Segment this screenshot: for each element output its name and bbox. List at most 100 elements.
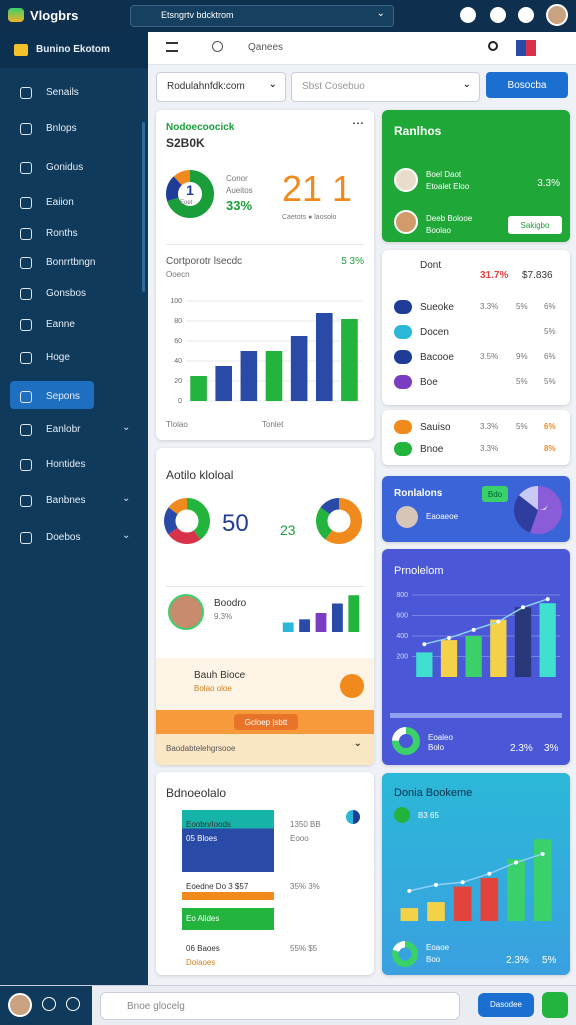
bar <box>190 376 207 401</box>
note: Dolaoes <box>186 958 216 967</box>
donut-center: 1 <box>186 182 194 198</box>
bar <box>215 366 233 401</box>
person-stat: 9.3% <box>214 612 233 621</box>
nav-item[interactable]: Bnlops <box>46 123 77 134</box>
icon-button[interactable] <box>42 997 56 1011</box>
pill-label: Bdo <box>487 490 503 499</box>
divider <box>166 244 364 245</box>
promo <box>156 658 374 710</box>
nav-item[interactable]: Senails <box>46 87 79 98</box>
chat-icon[interactable] <box>212 41 223 52</box>
person-name: Eaoaeoe <box>426 512 459 521</box>
stat-label: Aueitos <box>226 186 253 195</box>
nav-item[interactable]: Gonidus <box>46 162 84 173</box>
row-value: Eooo <box>290 834 309 843</box>
icon-button[interactable] <box>66 997 80 1011</box>
nav-item[interactable]: Hontides <box>46 459 86 470</box>
icon <box>394 807 410 823</box>
block <box>182 892 274 900</box>
icon-button[interactable] <box>518 7 534 23</box>
nav-icon <box>20 352 32 364</box>
nav-icon <box>20 197 32 209</box>
flag[interactable] <box>516 40 536 56</box>
select[interactable]: Sbst Cosebuo ⌄ <box>291 72 480 102</box>
donut-chart <box>392 727 420 755</box>
avatar[interactable] <box>8 993 32 1017</box>
top-bar: Vlogbrs Etsngrtv bdcktrom ⌄ <box>0 0 576 32</box>
line-point <box>407 888 412 893</box>
row-label: Eo Alides <box>186 914 220 923</box>
row-cell: 6% <box>544 422 556 431</box>
row-icon <box>394 350 412 364</box>
active-item[interactable] <box>10 381 94 409</box>
scrollbar[interactable] <box>142 122 145 292</box>
row-cell: 5% <box>516 422 528 431</box>
nav-item[interactable]: Banbnes <box>46 495 86 506</box>
donut-segment <box>166 170 214 218</box>
button-label: Gcloep |sbtt <box>244 718 288 727</box>
nav-icon <box>20 495 32 507</box>
primary-button[interactable]: Dasodee <box>478 993 534 1017</box>
more-button[interactable]: ⋯ <box>352 116 364 130</box>
donut-sub: Eoet <box>180 200 193 206</box>
donut-segment <box>164 498 210 544</box>
search-icon[interactable] <box>488 41 498 51</box>
bar <box>341 319 358 401</box>
nav-icon <box>20 257 32 269</box>
row-cell: 3.5% <box>480 352 499 361</box>
donut-segment <box>164 498 210 544</box>
nav-item[interactable]: Eanne <box>46 319 75 330</box>
chevron[interactable]: ⌄ <box>353 738 362 749</box>
banner-button[interactable]: Gcloep |sbtt <box>234 714 298 730</box>
address-bar[interactable]: Etsngrtv bdcktrom ⌄ <box>130 5 394 27</box>
row-cell: 3.3% <box>480 302 499 311</box>
select[interactable]: Rodulahnfdk:com ⌄ <box>156 72 286 102</box>
nav-item[interactable]: Doebos <box>46 532 81 543</box>
avatar[interactable] <box>546 4 568 26</box>
pie-slice <box>514 486 562 534</box>
row-cell: 8% <box>544 444 556 453</box>
foot-sub: Bolo <box>428 743 445 752</box>
section-sub: Ooecn <box>166 270 190 279</box>
icon-button[interactable] <box>490 7 506 23</box>
line-point <box>434 882 438 887</box>
block <box>182 936 274 956</box>
chevron[interactable]: ⌄ <box>122 493 131 504</box>
nav-icon <box>20 459 32 471</box>
nav-item[interactable]: Ronths <box>46 228 78 239</box>
button[interactable]: Sakigbo <box>508 216 562 234</box>
primary-button[interactable]: Bosocba <box>486 72 568 98</box>
bar-chart <box>282 595 360 632</box>
stat: 33% <box>226 198 253 213</box>
donut-segment <box>392 941 418 967</box>
bar <box>427 902 445 921</box>
nav-item[interactable]: Hoge <box>46 352 70 363</box>
bar <box>465 636 482 677</box>
icon-button[interactable] <box>460 7 476 23</box>
bar <box>514 607 532 677</box>
indicator <box>346 810 360 824</box>
pie-chart <box>514 486 562 534</box>
row-icon <box>394 300 412 314</box>
promo-icon[interactable] <box>340 674 364 698</box>
nav-item[interactable]: Gonsbos <box>46 288 87 299</box>
row-cell: Boe <box>420 377 438 388</box>
big-number: 23 <box>280 522 296 538</box>
card-title: Ronlalons <box>394 488 443 499</box>
bar <box>539 603 556 677</box>
menu-button[interactable] <box>166 42 178 52</box>
chevron[interactable]: ⌄ <box>122 422 131 433</box>
row-icon <box>394 325 412 339</box>
search-box[interactable]: Bnoe glocelg <box>100 992 460 1020</box>
block <box>182 908 274 930</box>
list-head: 31.7% <box>480 270 509 281</box>
nav-item[interactable]: Eaiion <box>46 197 74 208</box>
nav-item[interactable]: Eanlobr <box>46 424 81 435</box>
nav-item[interactable]: Sepons <box>46 391 80 402</box>
avatar <box>394 168 418 192</box>
chevron[interactable]: ⌄ <box>122 530 131 541</box>
icon-button[interactable] <box>542 992 568 1018</box>
nav-item[interactable]: Bonrrtbngn <box>46 257 96 268</box>
dropdown-icon[interactable]: ⌄ <box>376 8 385 19</box>
line-point <box>460 880 465 885</box>
